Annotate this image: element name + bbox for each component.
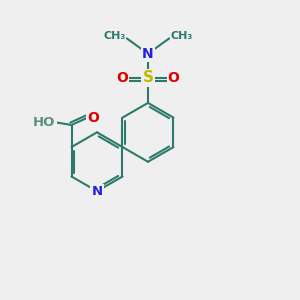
Text: N: N [142, 47, 154, 61]
Text: O: O [168, 71, 180, 85]
Text: S: S [142, 70, 154, 86]
Text: CH₃: CH₃ [171, 31, 193, 41]
Text: HO: HO [33, 116, 56, 128]
Text: CH₃: CH₃ [103, 31, 125, 41]
Text: O: O [116, 71, 128, 85]
Text: N: N [92, 185, 103, 198]
Text: O: O [87, 111, 99, 124]
